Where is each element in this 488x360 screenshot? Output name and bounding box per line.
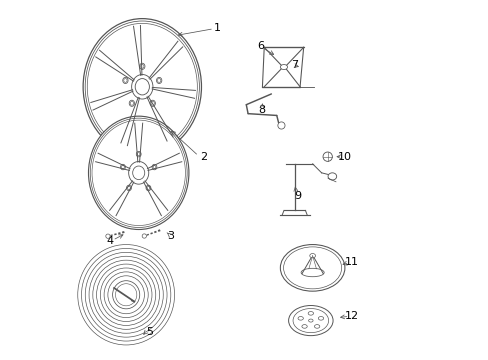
Ellipse shape [307, 311, 313, 315]
Ellipse shape [323, 152, 332, 161]
Text: 11: 11 [345, 257, 358, 267]
Ellipse shape [150, 100, 155, 106]
Ellipse shape [301, 325, 306, 328]
Text: 5: 5 [146, 327, 153, 337]
Text: 2: 2 [199, 152, 206, 162]
Ellipse shape [122, 77, 128, 84]
Ellipse shape [309, 253, 315, 258]
Text: 10: 10 [337, 152, 351, 162]
Text: 6: 6 [257, 41, 264, 50]
Ellipse shape [105, 234, 110, 238]
Ellipse shape [308, 319, 312, 322]
Text: 12: 12 [345, 311, 358, 321]
Text: 8: 8 [258, 105, 264, 115]
Ellipse shape [318, 316, 323, 320]
Ellipse shape [288, 306, 332, 336]
Ellipse shape [146, 185, 151, 191]
Ellipse shape [140, 63, 144, 69]
Ellipse shape [297, 316, 303, 320]
Ellipse shape [121, 164, 125, 170]
Ellipse shape [112, 281, 140, 309]
Ellipse shape [78, 244, 174, 345]
Ellipse shape [128, 162, 148, 184]
Ellipse shape [327, 173, 336, 180]
Ellipse shape [277, 122, 285, 129]
Ellipse shape [142, 234, 146, 238]
Ellipse shape [83, 19, 201, 155]
Ellipse shape [88, 116, 188, 229]
Ellipse shape [131, 75, 153, 99]
Ellipse shape [314, 325, 319, 328]
Ellipse shape [126, 185, 131, 191]
Text: 9: 9 [294, 191, 301, 201]
Text: 3: 3 [167, 231, 174, 240]
Text: 1: 1 [214, 23, 221, 33]
Ellipse shape [152, 164, 157, 170]
Ellipse shape [280, 244, 344, 291]
Ellipse shape [136, 152, 141, 157]
Text: 7: 7 [290, 60, 298, 70]
Ellipse shape [129, 100, 134, 106]
Text: 4: 4 [106, 236, 113, 246]
Ellipse shape [280, 64, 287, 69]
Ellipse shape [156, 77, 162, 84]
